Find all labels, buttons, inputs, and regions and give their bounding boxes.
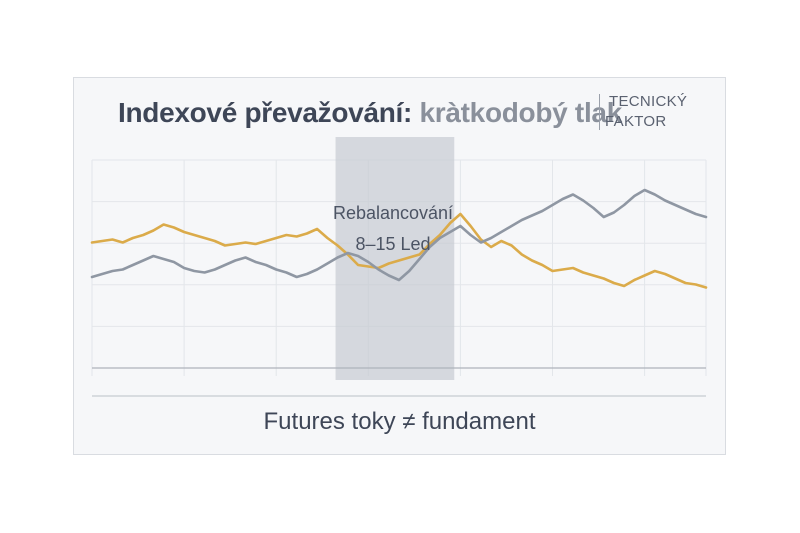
- tag-separator: [599, 94, 600, 130]
- title-main: Indexové převažování:: [118, 97, 413, 128]
- chart-series: [90, 188, 708, 289]
- series-line-1: [90, 212, 708, 289]
- tag-line-1: TECNICKÝ: [609, 93, 688, 110]
- chart-title: Indexové převažování: kràtkodobý tlak: [118, 97, 622, 129]
- band-label-dates: 8–15 Led: [355, 234, 431, 254]
- rebalancing-band: [335, 137, 455, 380]
- series-line-2: [90, 188, 708, 282]
- tag-line-2: FAKTOR: [605, 113, 667, 130]
- technical-factor-tag: TECNICKÝ FAKTOR: [605, 92, 688, 132]
- band-label-title: Rebalancování: [332, 203, 454, 223]
- footer-text: Futures toky ≠ fundament: [263, 408, 536, 435]
- title-sub: kràtkodobý tlak: [419, 97, 623, 128]
